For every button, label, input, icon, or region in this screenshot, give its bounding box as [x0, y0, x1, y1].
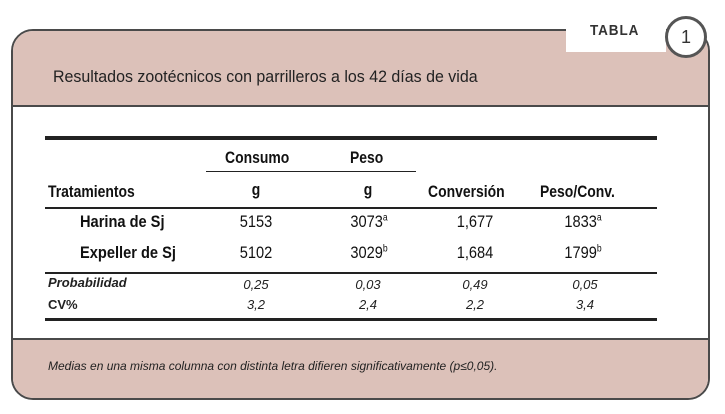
tag-number: 1 [680, 26, 691, 47]
tag-label: TABLA [590, 22, 640, 39]
row-expeller-peso-value: 3029 [350, 243, 383, 262]
header-consumo-unit: g [251, 180, 261, 199]
tag-number-badge: 1 [665, 16, 707, 58]
row-expeller-peso-sup: b [382, 243, 388, 255]
row-harina-consumo: 5153 [230, 212, 282, 232]
table-card: Resultados zootécnicos con parrilleros a… [11, 29, 710, 400]
table-stats-rule [45, 272, 657, 274]
tag-background [566, 18, 666, 52]
stat-cv-conversion: 2,2 [465, 297, 485, 312]
row-harina-peso-value: 3073 [350, 212, 383, 231]
stat-prob-peso: 0,03 [355, 277, 381, 292]
table-top-rule [45, 136, 657, 140]
stat-prob-conversion: 0,49 [462, 277, 488, 292]
table-title: Resultados zootécnicos con parrilleros a… [53, 67, 478, 86]
stat-name-probabilidad: Probabilidad [48, 275, 127, 290]
row-expeller-consumo-value: 5102 [239, 243, 273, 262]
row-expeller-peso: 3029b [339, 243, 399, 263]
card-footer: Medias en una misma columna con distinta… [13, 338, 708, 398]
row-harina-peso-conv-value: 1833 [564, 212, 597, 231]
row-name-harina: Harina de Sj [80, 212, 165, 231]
row-expeller-conversion-value: 1,684 [456, 243, 494, 262]
header-peso-unit: g [363, 180, 373, 199]
table-bottom-rule [45, 318, 657, 321]
row-harina-conversion: 1,677 [445, 212, 505, 232]
row-expeller-peso-conv-sup: b [596, 243, 602, 255]
row-expeller-peso-conv-value: 1799 [564, 243, 597, 262]
row-harina-peso-conv: 1833a [553, 212, 613, 232]
row-expeller-consumo: 5102 [230, 243, 282, 263]
stat-prob-peso-conv: 0,05 [572, 277, 598, 292]
row-harina-conversion-value: 1,677 [456, 212, 494, 231]
table-header-rule [45, 207, 657, 209]
stat-cv-peso-conv: 3,4 [575, 297, 595, 312]
row-harina-peso: 3073a [339, 212, 399, 232]
header-peso-conv: Peso/Conv. [540, 182, 615, 201]
row-expeller-peso-conv: 1799b [553, 243, 613, 263]
row-harina-consumo-value: 5153 [239, 212, 273, 231]
header-consumo: Consumo [225, 148, 290, 167]
row-harina-peso-sup: a [382, 212, 388, 224]
stat-prob-consumo: 0,25 [243, 277, 269, 292]
header-tratamientos: Tratamientos [48, 182, 135, 201]
stat-cv-consumo: 3,2 [246, 297, 266, 312]
header-conversion: Conversión [428, 182, 505, 201]
table-subheader-rule [206, 171, 416, 172]
header-peso: Peso [350, 148, 384, 167]
row-name-expeller: Expeller de Sj [80, 243, 176, 262]
row-expeller-conversion: 1,684 [445, 243, 505, 263]
stat-name-cv: CV% [48, 297, 78, 312]
footnote: Medias en una misma columna con distinta… [48, 359, 498, 373]
stat-cv-peso: 2,4 [358, 297, 378, 312]
row-harina-peso-conv-sup: a [596, 212, 602, 224]
